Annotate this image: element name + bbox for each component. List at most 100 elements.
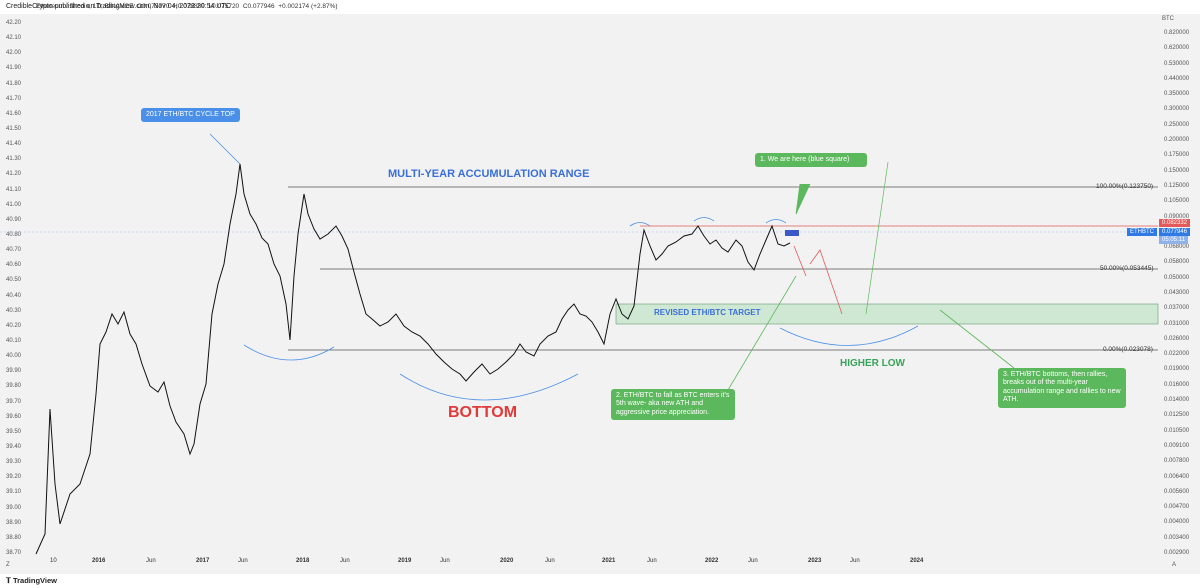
- red-price-text: 0.082332: [1162, 220, 1188, 226]
- time-axis-label: 2022: [705, 558, 719, 564]
- left-axis-tick: 41.60: [6, 110, 22, 117]
- fib-100-label: 100.00%(0.123750): [1096, 183, 1153, 190]
- projection-drop-1: [793, 245, 807, 277]
- price-chart[interactable]: [0, 14, 1200, 556]
- right-price-axis[interactable]: 0.820000 0.620000 0.530000 0.440000 0.350000…: [1158, 14, 1200, 556]
- zoom-z-label[interactable]: Z: [6, 562, 10, 568]
- right-axis-tick: 0.004700: [1164, 504, 1190, 511]
- higher-low-arc: [779, 325, 919, 346]
- chart-area[interactable]: [0, 14, 1200, 574]
- bottom-label: BOTTOM: [448, 404, 517, 422]
- peak-arc-2: [693, 217, 715, 222]
- left-axis-tick: 40.60: [6, 262, 22, 269]
- close-label: C: [242, 3, 248, 10]
- right-axis-tick: 0.050000: [1164, 274, 1190, 281]
- note-1-callout[interactable]: 1. We are here (blue square): [755, 153, 867, 168]
- left-axis-tick: 42.00: [6, 50, 22, 57]
- time-axis[interactable]: 10 2016 Jun 2017 Jun 2018 Jun 2019 Jun 2020 Jun 202…: [0, 556, 1200, 568]
- cycle-top-callout[interactable]: 2017 ETH/BTC CYCLE TOP: [141, 108, 240, 123]
- fib-50-text: 50.00%(0.053445): [1100, 265, 1154, 272]
- range-title: MULTI-YEAR ACCUMULATION RANGE: [388, 168, 589, 180]
- axis-unit-label: BTC: [1162, 16, 1174, 22]
- right-axis-tick: 0.019000: [1164, 366, 1190, 373]
- time-axis-label: Jun: [146, 558, 156, 564]
- right-axis-tick: 0.175000: [1164, 152, 1190, 159]
- time-axis-label: 2018: [296, 558, 310, 564]
- countdown-text: 05:05:11: [1162, 237, 1185, 243]
- right-axis-tick: 0.058000: [1164, 259, 1190, 266]
- right-axis-tick: 0.200000: [1164, 137, 1190, 144]
- symbol-legend: Ethereum / Bitcoin, 1D, BINANCE O0.07577…: [36, 3, 338, 10]
- note-2-callout[interactable]: 2. ETH/BTC to fall as BTC enters it's 5t…: [611, 389, 735, 421]
- price-series: [35, 163, 791, 555]
- right-axis-tick: 0.022000: [1164, 351, 1190, 358]
- left-axis-tick: 39.50: [6, 428, 22, 435]
- note-1-text: 1. We are here (blue square): [760, 156, 850, 163]
- right-axis-tick: 0.620000: [1164, 45, 1190, 52]
- time-axis-label: 2016: [92, 558, 106, 564]
- left-axis-tick: 41.30: [6, 156, 22, 163]
- left-axis-tick: 41.40: [6, 141, 22, 148]
- auto-scale-button[interactable]: A: [1172, 562, 1176, 568]
- left-axis-tick: 39.60: [6, 413, 22, 420]
- revised-target-label: REVISED ETH/BTC TARGET: [654, 308, 761, 317]
- left-axis-tick: 38.90: [6, 519, 22, 526]
- symbol-tag-text: ETHBTC: [1130, 229, 1154, 235]
- time-axis-label: 2020: [500, 558, 514, 564]
- fib-100-text: 100.00%(0.123750): [1096, 183, 1154, 190]
- bottom-arc: [399, 373, 579, 401]
- time-axis-label: Jun: [850, 558, 860, 564]
- left-axis-tick: 39.10: [6, 489, 22, 496]
- left-axis-tick: 41.50: [6, 126, 22, 132]
- projection-rally: [865, 161, 889, 315]
- tradingview-logo[interactable]: 𝐓 TradingView: [6, 576, 57, 586]
- publisher-line: CredibleCrypto published on TradingView.…: [6, 3, 231, 10]
- peak-arc-1: [629, 222, 651, 227]
- left-axis-tick: 39.90: [6, 368, 22, 375]
- projection-drop-2: [809, 249, 843, 315]
- right-axis-tick: 0.026000: [1164, 335, 1190, 342]
- zoom-z-text: Z: [6, 562, 10, 568]
- current-price-text: 0.077946: [1162, 229, 1188, 235]
- left-axis-tick: 40.70: [6, 247, 22, 254]
- left-axis-tick: 39.30: [6, 459, 22, 466]
- note-2-text: 2. ETH/BTC to fall as BTC enters it's 5t…: [616, 392, 730, 416]
- right-axis-tick: 0.012500: [1164, 412, 1190, 419]
- right-axis-tick: 0.031000: [1164, 320, 1190, 327]
- right-axis-tick: 0.440000: [1164, 75, 1190, 82]
- higher-low-label: HIGHER LOW: [840, 358, 905, 369]
- right-axis-tick: 0.002900: [1164, 550, 1190, 556]
- fib-0-label: 0.00%(0.023078): [1103, 346, 1153, 353]
- countdown-tag: 05:05:11: [1159, 236, 1188, 244]
- left-axis-tick: 39.70: [6, 398, 22, 405]
- left-axis-tick: 38.70: [6, 550, 22, 556]
- time-axis-label: Jun: [238, 558, 248, 564]
- time-axis-label: Jun: [340, 558, 350, 564]
- note-3-text: 3. ETH/BTC bottoms, then rallies, breaks…: [1003, 371, 1121, 404]
- left-axis-tick: 39.80: [6, 383, 22, 390]
- open-value: 0.075770: [142, 3, 170, 10]
- time-axis-label: Jun: [440, 558, 450, 564]
- time-axis-label: Jun: [748, 558, 758, 564]
- left-axis-tick: 39.00: [6, 504, 22, 511]
- right-axis-tick: 0.006400: [1164, 473, 1190, 480]
- left-axis-tick: 40.50: [6, 277, 22, 284]
- change-value: +0.002174 (+2.87%): [278, 3, 338, 10]
- left-axis-tick: 39.40: [6, 444, 22, 450]
- time-axis-label: 10: [50, 558, 57, 564]
- left-axis-tick: 41.00: [6, 201, 22, 208]
- footer-bar: 𝐓 TradingView: [0, 574, 1200, 588]
- left-price-axis[interactable]: 42.20 42.10 42.00 41.90 41.80 41.70 41.60 41.50…: [0, 14, 34, 556]
- left-axis-tick: 39.20: [6, 474, 22, 481]
- right-axis-tick: 0.007800: [1164, 458, 1190, 465]
- revised-target-text: REVISED ETH/BTC TARGET: [654, 308, 761, 317]
- brand-text: TradingView: [12, 576, 57, 585]
- right-axis-tick: 0.125000: [1164, 182, 1190, 189]
- left-axis-tick: 40.80: [6, 232, 22, 238]
- left-axis-tick: 42.20: [6, 20, 22, 26]
- time-axis-label: 2023: [808, 558, 822, 564]
- left-axis-tick: 40.10: [6, 338, 22, 344]
- note-3-callout[interactable]: 3. ETH/BTC bottoms, then rallies, breaks…: [998, 368, 1126, 408]
- time-axis-label: 2019: [398, 558, 412, 564]
- time-axis-label: Jun: [545, 558, 555, 564]
